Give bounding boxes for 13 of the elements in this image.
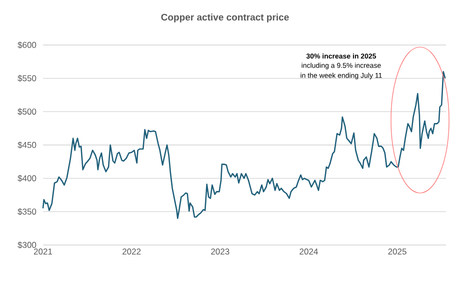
y-tick-label: $350 (18, 208, 36, 216)
x-tick-label: 2025 (388, 248, 406, 255)
y-tick-label: $400 (18, 174, 36, 182)
y-tick-label: $550 (18, 74, 36, 82)
y-tick-label: $300 (18, 242, 36, 248)
y-tick-label: $450 (18, 142, 36, 148)
x-tick-label: 2021 (34, 248, 52, 255)
y-tick-label: $500 (18, 108, 36, 116)
chart-title: Copper active contract price (161, 14, 289, 22)
x-tick-label: 2023 (211, 248, 230, 255)
y-tick-label: $600 (18, 42, 36, 48)
x-tick-label: 2024 (300, 248, 318, 255)
x-tick-label: 2022 (122, 248, 141, 255)
